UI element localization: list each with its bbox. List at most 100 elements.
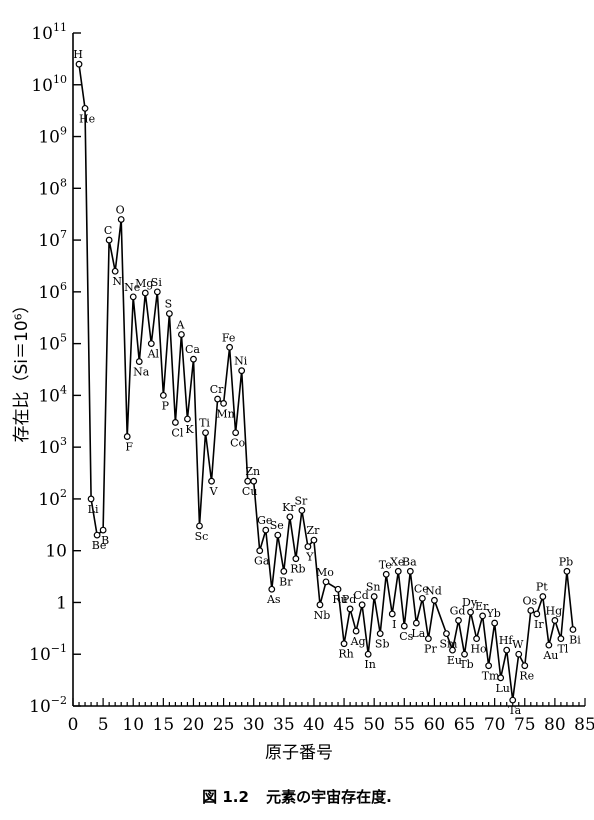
element-label: Sr	[294, 494, 308, 507]
x-axis-title: 原子番号	[265, 743, 333, 763]
element-label: B	[101, 534, 109, 547]
data-point	[268, 585, 276, 593]
y-tick-label: 10	[45, 542, 67, 562]
element-label: Se	[270, 519, 284, 532]
data-point	[431, 596, 438, 604]
element-label: N	[112, 275, 122, 288]
data-point	[184, 415, 191, 423]
data-point	[159, 391, 167, 399]
element-label: H	[73, 48, 83, 61]
x-tick-label: 5	[98, 715, 109, 735]
data-point	[99, 526, 107, 534]
data-point	[527, 607, 535, 614]
element-label: Xe	[390, 555, 404, 568]
element-label: Cr	[210, 383, 224, 396]
data-point	[400, 622, 408, 630]
data-point	[563, 567, 571, 575]
element-label: Hg	[546, 604, 563, 617]
data-point	[238, 367, 246, 375]
element-label: Ne	[124, 281, 140, 294]
data-point	[533, 610, 541, 618]
data-point	[370, 593, 378, 600]
element-label: K	[185, 423, 194, 436]
data-point	[382, 570, 390, 578]
element-label: I	[392, 618, 396, 631]
data-point	[551, 617, 559, 624]
data-point	[557, 635, 565, 643]
y-tick-label: 102	[38, 487, 67, 510]
axes	[72, 32, 586, 707]
data-point	[364, 650, 372, 658]
element-label: Li	[88, 503, 99, 516]
data-point	[178, 331, 185, 338]
element-label: Ta	[508, 704, 521, 717]
figure-caption: 図 1.2 元素の宇宙存在度.	[0, 786, 594, 807]
data-point	[322, 578, 330, 586]
figure-number: 図 1.2	[202, 788, 249, 806]
element-label: Cl	[171, 426, 183, 439]
data-point	[117, 216, 125, 223]
abundance-line	[78, 64, 574, 701]
element-label: Ho	[470, 643, 487, 656]
y-tick-label: 1011	[31, 21, 67, 44]
data-point	[171, 419, 179, 426]
x-tick-label: 70	[484, 715, 506, 735]
element-label: Ru	[332, 593, 347, 606]
element-label: S	[165, 298, 173, 311]
data-point	[123, 433, 131, 440]
data-point	[87, 495, 95, 503]
element-label: Sm	[439, 638, 458, 651]
data-point	[316, 601, 324, 609]
element-label: Sc	[195, 530, 209, 543]
data-point	[226, 343, 234, 351]
data-point	[141, 289, 149, 297]
x-tick-label: 15	[153, 715, 175, 735]
data-point	[208, 477, 215, 485]
data-point	[352, 627, 360, 635]
element-label: A	[175, 318, 185, 331]
element-label: Cs	[399, 630, 413, 643]
x-tick-label: 60	[424, 715, 446, 735]
figure-caption-text: 元素の宇宙存在度.	[266, 788, 392, 806]
element-label: O	[116, 203, 125, 216]
x-tick-label: 50	[363, 715, 385, 735]
element-label: F	[125, 441, 133, 454]
element-label: Be	[92, 539, 107, 552]
element-label: Pr	[424, 643, 437, 656]
element-label: Tm	[482, 670, 500, 683]
y-tick-label: 109	[38, 125, 67, 148]
y-tick-label: 106	[38, 280, 67, 303]
y-tick-label: 107	[38, 228, 67, 251]
element-label: Lu	[495, 682, 509, 695]
data-point	[310, 536, 318, 544]
data-point	[467, 608, 474, 616]
data-point	[153, 288, 161, 296]
element-label: Er	[475, 600, 489, 613]
data-point	[497, 674, 505, 682]
data-point	[292, 555, 300, 563]
x-tick-label: 45	[333, 715, 355, 735]
element-label: Pd	[342, 593, 356, 606]
data-point	[105, 236, 113, 244]
y-tick-label: 104	[38, 383, 67, 406]
element-label: Cu	[242, 485, 258, 498]
data-point	[129, 293, 137, 301]
data-point	[569, 626, 577, 633]
element-label: Fe	[222, 331, 236, 344]
element-label: Tb	[459, 658, 473, 671]
x-tick-label: 55	[393, 715, 415, 735]
abundance-chart: H He Li BeB C N O F Ne Na Mg Al Si P S Cl A K Ca Sc Ti V Cr Mn F…	[12, 21, 594, 763]
element-label: Ba	[402, 555, 417, 568]
data-point	[165, 310, 173, 318]
element-label: Gd	[450, 604, 466, 617]
element-label: V	[209, 485, 219, 498]
element-label: Co	[230, 437, 245, 450]
data-point	[539, 593, 547, 600]
data-point	[190, 355, 197, 363]
element-label: He	[79, 112, 95, 125]
element-label: Mo	[316, 566, 334, 579]
y-tick-label: 1010	[31, 73, 67, 96]
data-point	[412, 619, 420, 627]
x-tick-labels: 0 5 10 15 20 25 30 35 40 45 50 55 60 65 70 75 80 85	[68, 715, 594, 735]
x-tick-label: 65	[454, 715, 476, 735]
